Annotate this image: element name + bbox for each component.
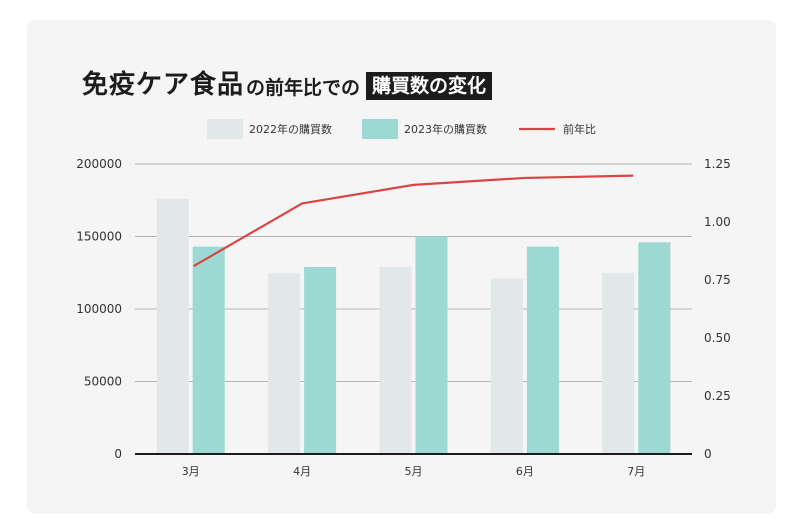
y2-tick-label: 0.50	[704, 331, 731, 345]
legend-swatch-2023	[362, 119, 398, 139]
y-tick-label: 150000	[76, 230, 122, 244]
bar-2023	[304, 266, 337, 454]
y-tick-label: 100000	[76, 302, 122, 316]
y-tick-label: 50000	[84, 375, 122, 389]
y2-tick-label: 0.75	[704, 273, 731, 287]
x-tick-label: 4月	[293, 465, 311, 478]
y2-tick-label: 1.00	[704, 215, 731, 229]
y-tick-label: 0	[114, 447, 122, 461]
bar-2023	[192, 246, 225, 454]
bar-2023	[415, 236, 448, 454]
legend-label-2022: 2022年の購買数	[249, 122, 332, 136]
bar-2022	[490, 278, 523, 454]
bar-2023	[526, 246, 559, 454]
ratio-line	[193, 174, 634, 268]
title-highlight: 購買数の変化	[366, 72, 493, 100]
y-tick-label: 200000	[76, 157, 122, 171]
title-main: 免疫ケア食品	[82, 70, 245, 100]
bar-2022	[379, 266, 412, 454]
y2-tick-label: 0.25	[704, 389, 731, 403]
chart-title: 免疫ケア食品 の前年比での 購買数の変化	[82, 68, 493, 102]
bar-2022	[156, 198, 189, 454]
y2-tick-label: 1.25	[704, 157, 731, 171]
bar-2022	[268, 272, 301, 454]
x-tick-label: 5月	[405, 465, 423, 478]
legend-label-2023: 2023年の購買数	[404, 122, 487, 136]
x-tick-label: 6月	[516, 465, 534, 478]
legend-label-ratio: 前年比	[563, 122, 596, 136]
bar-2022	[602, 272, 635, 454]
y2-tick-label: 0	[704, 447, 712, 461]
legend-swatch-2022	[207, 119, 243, 139]
bar-2023	[638, 242, 671, 454]
title-middle: の前年比での	[246, 77, 361, 99]
x-tick-label: 3月	[182, 465, 200, 478]
x-tick-label: 7月	[627, 465, 645, 478]
